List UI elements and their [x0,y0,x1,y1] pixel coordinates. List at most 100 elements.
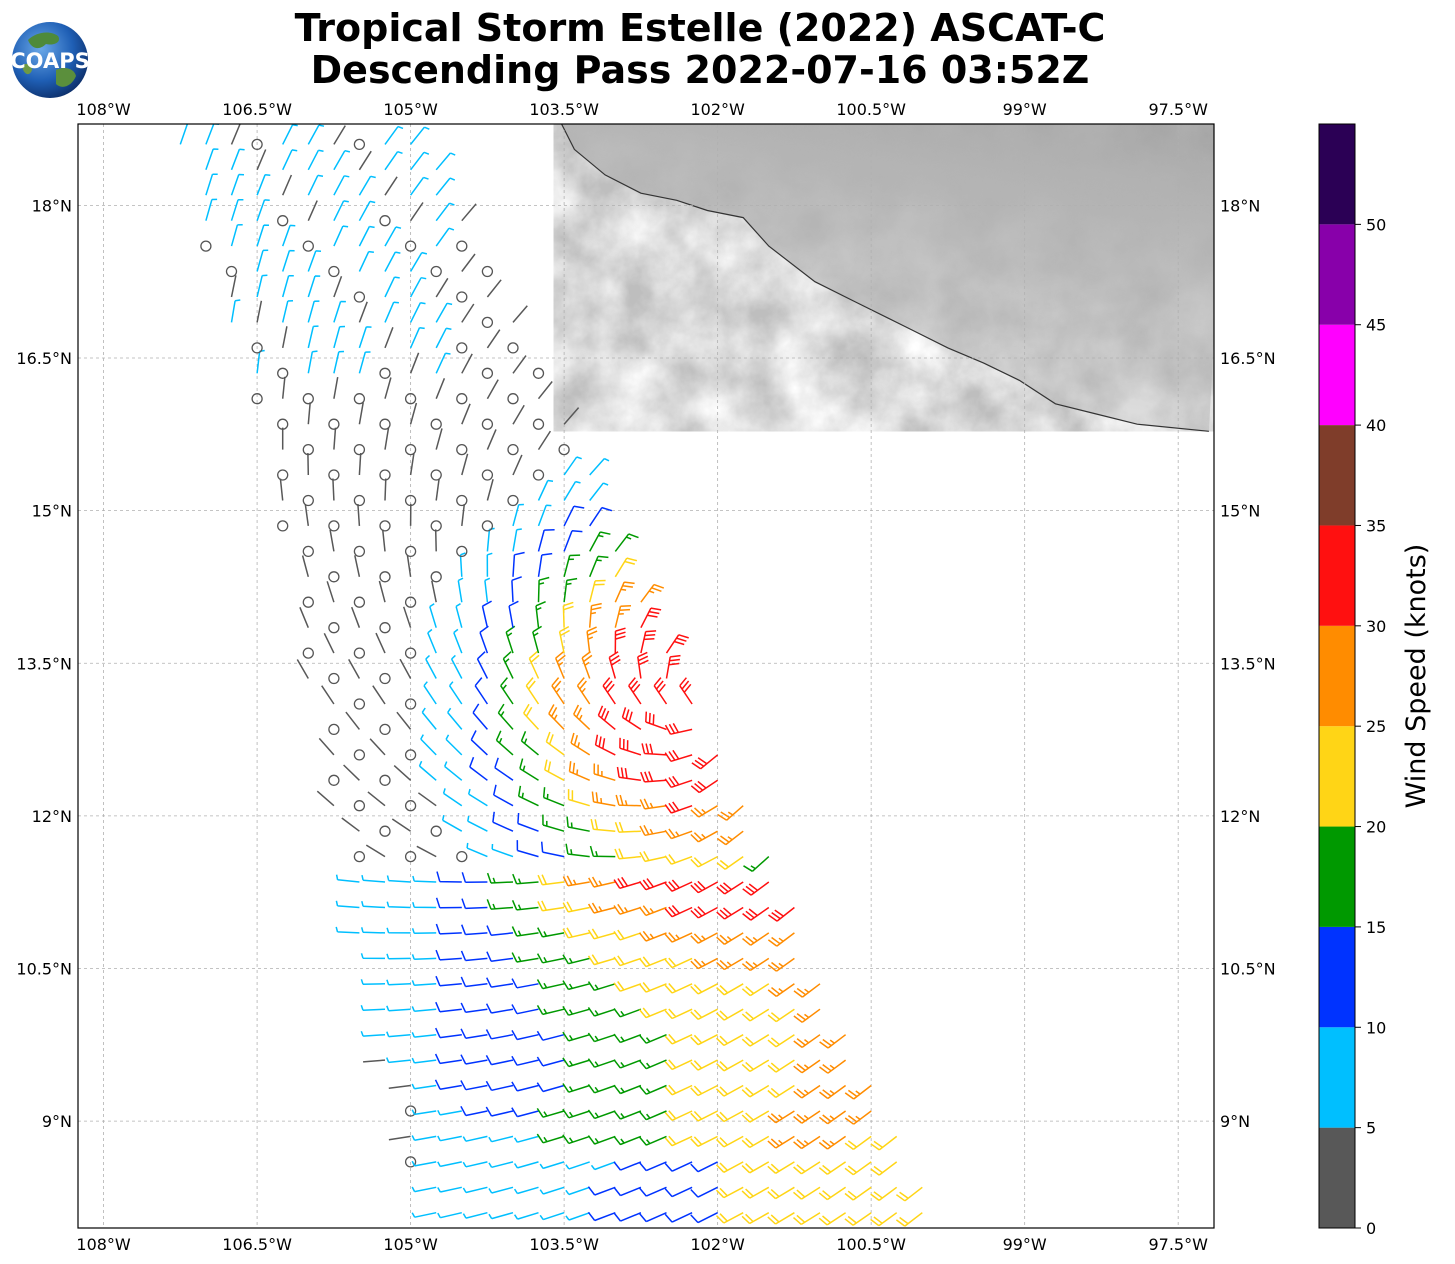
wind-barb [690,1034,718,1046]
wind-barb [570,732,591,756]
wind-barb [563,554,581,577]
wind-barb [587,1135,616,1145]
colorbar-swatch [1319,525,1355,626]
wind-barb [587,1006,616,1017]
wind-barb [645,711,667,731]
wind-barb [539,1211,565,1221]
wind-barb [895,1212,923,1227]
wind-barb [488,1211,514,1220]
wind-barb [741,1161,770,1174]
wind-barb [818,1186,847,1201]
wind-barb [690,779,719,794]
wind-barb [411,1006,437,1012]
wind-barb [638,956,667,968]
wind-barb [587,1211,616,1222]
wind-barb [358,326,372,349]
wind-barb [664,905,693,918]
wind-barb [665,654,681,679]
wind-barb [435,302,453,323]
wind-barb-calm [430,265,442,278]
wind-barb [511,952,539,963]
wind-barb [435,478,440,501]
wind-barb [741,1212,770,1225]
wind-barb [715,1084,744,1097]
wind-barb [307,124,325,145]
wind-barb [536,979,565,990]
wind-barb [639,851,667,863]
wind-barb [435,923,462,935]
wind-barb [492,811,514,832]
wind-barb [360,1030,386,1037]
wind-barb-calm [456,240,468,252]
wind-barb [409,301,426,323]
wind-barb [638,1059,667,1070]
wind-barb-calm [404,545,417,558]
wind-barb-calm [481,520,494,532]
wind-barb [716,906,744,920]
wind-barb [588,579,606,603]
wind-barb [485,1080,514,1092]
wind-barb [511,978,539,989]
wind-barb [741,1110,770,1123]
wind-barb-calm [404,647,417,659]
wind-barb-calm [200,240,212,252]
wind-barb [532,625,542,654]
wind-barb [573,704,591,730]
wind-barb [453,628,463,654]
wind-barb [435,227,455,247]
wind-barb [457,577,464,603]
wind-barb [587,1032,616,1043]
wind-barb [590,1161,616,1171]
wind-barb [742,932,770,946]
wind-barb [638,930,667,942]
wind-barb [386,927,411,934]
wind-barb [621,707,642,731]
wind-barb [639,824,667,837]
wind-barb [767,1034,795,1048]
wind-barb [296,659,309,679]
wind-barb [640,771,667,783]
lon-tick-label-top: 97.5°W [1148,100,1208,119]
wind-barb [551,677,565,705]
wind-barb [358,351,371,374]
wind-barb [378,580,386,603]
wind-barb-calm [481,316,494,329]
wind-barb-calm [379,622,391,634]
wind-barb [716,855,744,870]
wind-barb [205,173,218,196]
wind-barb [767,957,795,972]
wind-barb-calm [404,494,417,507]
wind-barb [282,124,298,145]
wind-barb [391,818,412,832]
wind-barb [333,276,343,298]
wind-barb-calm [353,596,366,608]
wind-barb [508,600,519,628]
wind-barb [587,981,616,992]
wind-barb [256,149,267,171]
wind-barb [418,760,437,781]
wind-barb-calm [430,520,442,532]
wind-barb [563,456,582,476]
wind-barb [467,815,488,832]
wind-barb-calm [302,596,314,608]
colorbar-swatch [1319,726,1355,827]
lon-tick-label-top: 99°W [1003,100,1047,119]
wind-barb [741,983,770,997]
wind-barb [345,711,360,730]
lon-tick-label-bottom: 108°W [76,1235,131,1254]
wind-barb [512,404,525,425]
wind-barb [466,842,488,858]
wind-barb-calm [507,443,519,456]
wind-barb [230,299,241,323]
wind-barb [384,427,390,450]
lat-tick-label-right: 15°N [1220,502,1260,521]
coaps-logo: COAPS [10,22,90,98]
wind-barb [715,1034,744,1047]
wind-barb [358,402,364,425]
wind-barb [715,1212,744,1224]
colorbar-swatch [1319,625,1355,727]
wind-barb [445,734,463,756]
colorbar-tick-label: 5 [1366,1119,1376,1138]
wind-barb-calm [353,393,366,405]
lat-tick-label-right: 18°N [1220,196,1260,215]
